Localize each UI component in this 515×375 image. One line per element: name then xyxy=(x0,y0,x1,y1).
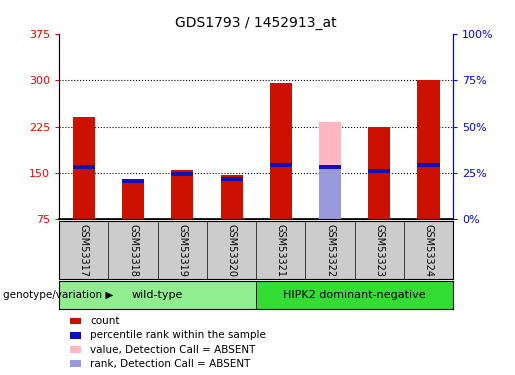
Bar xyxy=(73,117,95,219)
Bar xyxy=(368,127,390,219)
Text: wild-type: wild-type xyxy=(132,290,183,300)
Text: genotype/variation ▶: genotype/variation ▶ xyxy=(3,290,113,300)
Text: GSM53323: GSM53323 xyxy=(374,224,384,277)
Text: GSM53322: GSM53322 xyxy=(325,224,335,277)
Text: GSM53321: GSM53321 xyxy=(276,224,286,277)
Text: percentile rank within the sample: percentile rank within the sample xyxy=(90,330,266,340)
Bar xyxy=(59,281,256,309)
Bar xyxy=(171,170,194,219)
Bar xyxy=(270,163,292,167)
Text: GSM53317: GSM53317 xyxy=(79,224,89,277)
Bar xyxy=(319,167,341,219)
Bar xyxy=(418,163,440,167)
Bar xyxy=(418,80,440,219)
Bar xyxy=(122,179,144,183)
Title: GDS1793 / 1452913_at: GDS1793 / 1452913_at xyxy=(176,16,337,30)
Bar xyxy=(73,165,95,169)
Bar xyxy=(171,172,194,176)
Bar xyxy=(256,281,453,309)
Bar xyxy=(122,181,144,219)
Text: value, Detection Call = ABSENT: value, Detection Call = ABSENT xyxy=(90,345,255,354)
Text: HIPK2 dominant-negative: HIPK2 dominant-negative xyxy=(283,290,426,300)
Bar xyxy=(368,169,390,173)
Text: GSM53319: GSM53319 xyxy=(177,224,187,277)
Bar xyxy=(319,165,341,169)
Text: count: count xyxy=(90,316,119,326)
Text: rank, Detection Call = ABSENT: rank, Detection Call = ABSENT xyxy=(90,359,250,369)
Text: GSM53318: GSM53318 xyxy=(128,224,138,277)
Bar xyxy=(220,175,243,219)
Bar xyxy=(270,83,292,219)
Bar xyxy=(220,177,243,181)
Text: GSM53324: GSM53324 xyxy=(423,224,434,277)
Bar xyxy=(319,122,341,219)
Text: GSM53320: GSM53320 xyxy=(227,224,236,277)
